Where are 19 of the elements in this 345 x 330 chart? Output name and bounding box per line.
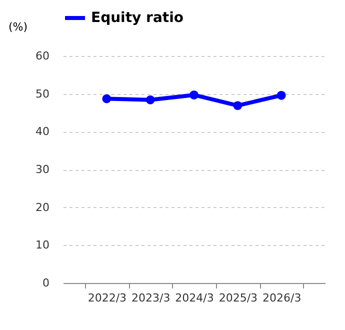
- y-tick-label: 20: [36, 200, 50, 214]
- y-tick-label: 30: [36, 163, 50, 176]
- x-tick-label: 2023/3: [131, 292, 170, 304]
- point: [102, 94, 112, 104]
- y-tick-label: 40: [36, 125, 50, 138]
- y-axis-title: (%): [8, 20, 28, 34]
- y-tick-label: 0: [42, 276, 50, 290]
- y-tick-label: 10: [36, 238, 50, 252]
- x-tick-label: 2026/3: [262, 292, 302, 304]
- point: [190, 90, 198, 100]
- x-tick-label: 2024/3: [175, 292, 214, 304]
- y-tick-label: 50: [36, 87, 50, 100]
- point: [146, 95, 155, 104]
- y-tick-label: 60: [36, 50, 50, 62]
- x-tick-label: 2022/3: [88, 292, 127, 304]
- point: [233, 101, 242, 110]
- legend-label: Equity ratio: [91, 10, 184, 26]
- point: [276, 90, 286, 100]
- x-tick-label: 2025/3: [218, 292, 258, 304]
